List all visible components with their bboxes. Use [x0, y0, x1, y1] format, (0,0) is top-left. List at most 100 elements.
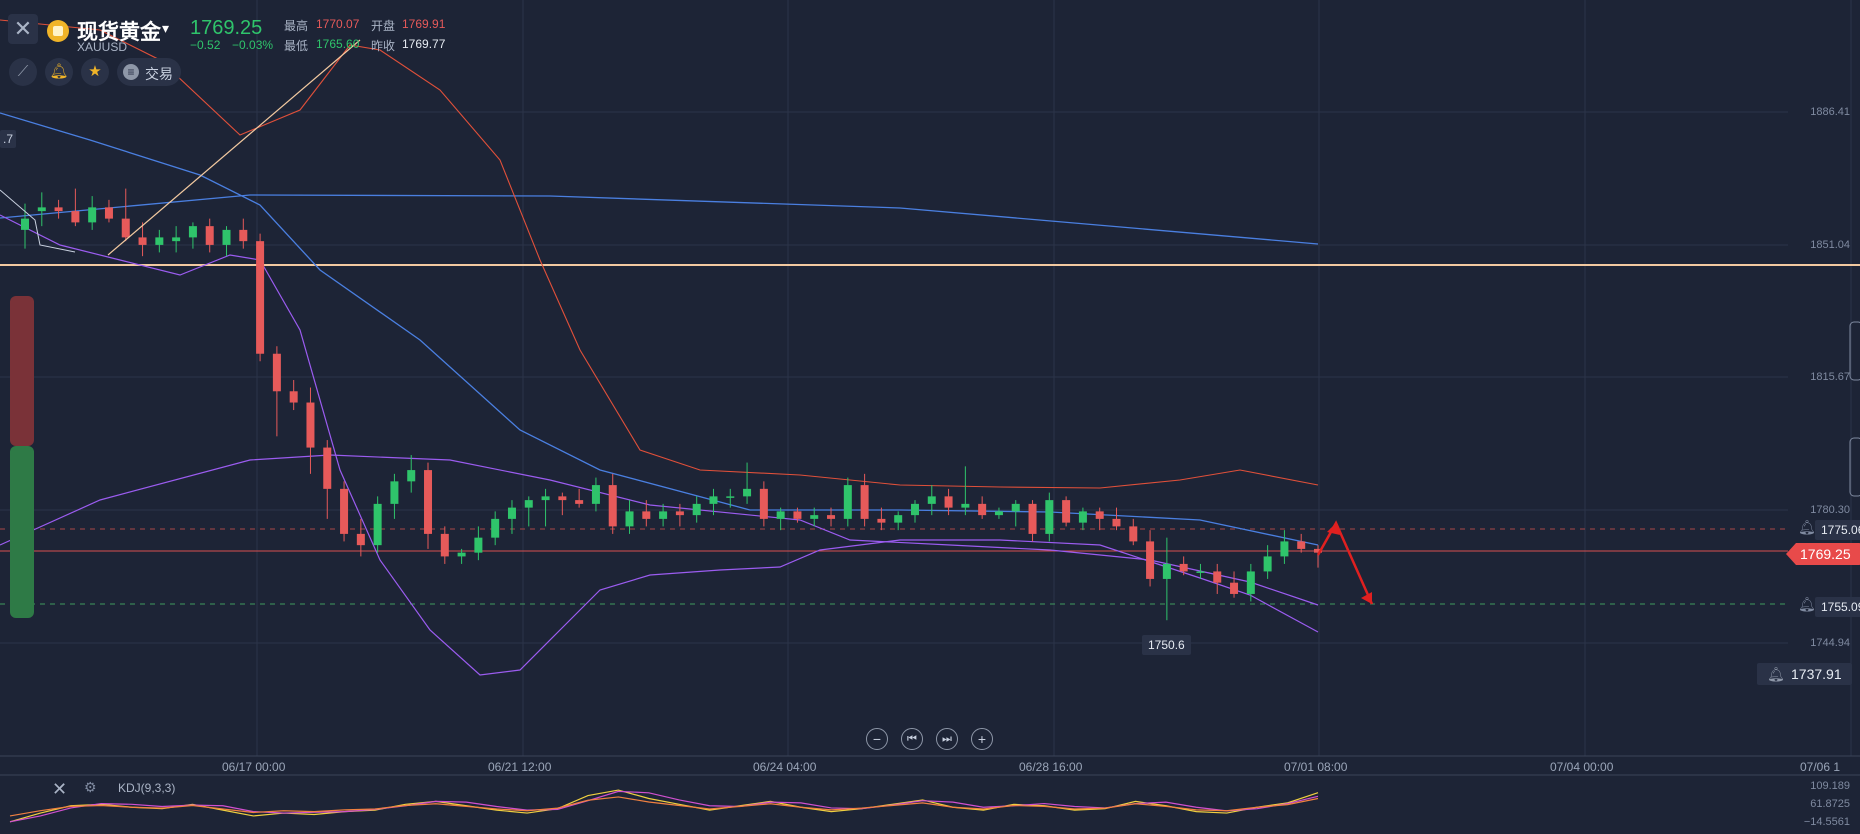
candle-body — [1062, 500, 1071, 523]
gear-icon[interactable]: ⚙ — [84, 779, 97, 795]
candle-body — [256, 241, 265, 354]
candle-body — [390, 481, 399, 504]
alert-far-value: 1737.91 — [1791, 666, 1842, 682]
candle-body — [424, 470, 433, 534]
candle-body — [625, 511, 634, 527]
alert-low-tag[interactable]: 1755.09 — [1815, 597, 1860, 617]
candle-body — [1146, 541, 1155, 579]
low-marker-tag: 1750.6 — [1142, 635, 1191, 655]
left-price-tag: .7 — [0, 130, 17, 148]
favorite-button[interactable]: ★ — [81, 58, 109, 86]
bell-icon: 🔔︎ — [1767, 666, 1785, 682]
trade-button[interactable]: ≡ 交易 — [117, 58, 181, 86]
bell-icon[interactable]: 🔔︎ — [1798, 519, 1816, 535]
prev-close-label: 昨收 — [371, 39, 396, 53]
arrow-head-down — [1361, 592, 1372, 604]
x-tick-6: 07/04 00:00 — [1550, 760, 1614, 774]
candle-body — [692, 503, 701, 516]
sentiment-bar-buy — [10, 446, 34, 618]
x-tick-7: 07/06 1 — [1800, 760, 1841, 774]
candle-body — [54, 207, 63, 212]
kdj-panel — [9, 789, 1319, 823]
y-tick-4: 1780.30 — [1810, 504, 1850, 516]
candle-body — [21, 218, 29, 230]
candle-body — [440, 533, 449, 557]
candle-body — [910, 503, 919, 516]
gold-coin-icon — [47, 20, 69, 42]
candle-body — [810, 515, 819, 519]
open-label: 开盘 — [371, 19, 396, 33]
candle-body — [1028, 503, 1037, 534]
candle-body — [1162, 563, 1171, 579]
candle-body — [138, 237, 147, 245]
scroll-handle — [1849, 437, 1860, 497]
kdj-k-line — [9, 789, 1319, 823]
candle-body — [104, 207, 113, 219]
draw-tool-icon: ⟋ — [17, 63, 29, 80]
candle-body — [239, 229, 248, 242]
candle-body — [340, 488, 349, 534]
candle-body — [373, 503, 382, 546]
price-change-pct: −0.03% — [232, 38, 274, 52]
candle-body — [356, 533, 365, 546]
instrument-name[interactable]: 现货黄金 — [77, 21, 161, 44]
close-button[interactable]: ✕ — [8, 14, 38, 44]
candle-body — [71, 211, 80, 223]
candle-body — [88, 207, 97, 223]
bell-icon[interactable]: 🔔︎ — [1798, 596, 1816, 612]
candle-body — [961, 503, 970, 508]
candle-body — [726, 496, 735, 498]
x-tick-2: 06/21 12:00 — [488, 760, 552, 774]
alert-button[interactable]: 🔔︎ — [45, 58, 73, 86]
candle-body — [222, 229, 231, 245]
x-tick-5: 07/01 08:00 — [1284, 760, 1348, 774]
arrow-head-up — [1327, 523, 1340, 535]
high-label: 最高 — [284, 19, 309, 33]
candle-body — [591, 485, 600, 504]
y-tick-1: 1886.41 — [1810, 106, 1850, 118]
candle-body — [860, 485, 869, 519]
zoom-out-button[interactable]: − — [866, 728, 888, 750]
candle-body — [827, 515, 836, 519]
candle-body — [1280, 541, 1289, 557]
x-tick-1: 06/17 00:00 — [222, 760, 286, 774]
candle-body — [491, 518, 500, 538]
candle-body — [743, 488, 752, 497]
kdj-tick-3: −14.5561 — [1803, 816, 1850, 828]
candle-body — [1263, 556, 1272, 572]
candle-body — [155, 237, 164, 245]
draw-tool-button[interactable]: ⟋ — [9, 58, 37, 86]
low-label: 最低 — [284, 39, 309, 53]
zoom-in-button[interactable]: + — [971, 728, 993, 750]
prev-close-value: 1769.77 — [402, 37, 446, 51]
sentiment-bar-sell — [10, 296, 34, 446]
high-value: 1770.07 — [316, 17, 360, 31]
chevron-down-icon[interactable]: ▾ — [162, 20, 170, 36]
scroll-handle — [1849, 321, 1860, 381]
indicator-lines — [0, 19, 1319, 676]
jump-first-button[interactable]: ⏮ — [901, 728, 923, 750]
candle-body — [776, 511, 785, 519]
candle-body — [1129, 526, 1138, 542]
candle-body — [1314, 548, 1322, 553]
candle-body — [172, 237, 181, 242]
alert-high-tag[interactable]: 1775.06 — [1815, 520, 1860, 540]
candle-body — [1078, 511, 1087, 523]
candle-body — [37, 207, 46, 212]
candle-body — [843, 485, 852, 519]
close-icon: ✕ — [13, 16, 33, 41]
close-icon[interactable]: ✕ — [52, 779, 68, 799]
candle-body — [1112, 518, 1121, 527]
chart-overlay — [0, 39, 1860, 618]
candle-body — [121, 218, 130, 238]
candle-body — [642, 511, 651, 519]
alert-far-tag[interactable]: 🔔︎ 1737.91 — [1757, 663, 1852, 685]
candle-body — [1011, 503, 1020, 512]
bollinger-lower-line — [0, 214, 1319, 676]
candle-body — [1179, 563, 1188, 572]
candle-body — [306, 402, 315, 448]
jump-last-button[interactable]: ⏭ — [936, 728, 958, 750]
kdj-tick-2: 61.8725 — [1810, 798, 1850, 810]
candle-body — [323, 447, 332, 489]
